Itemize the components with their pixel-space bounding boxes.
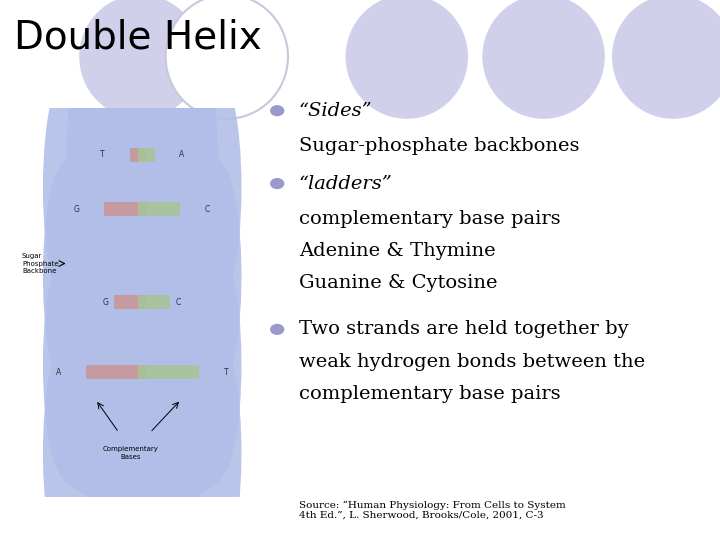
Polygon shape xyxy=(43,289,174,540)
Polygon shape xyxy=(138,366,199,380)
Text: Sugar
Phosphate
Backbone: Sugar Phosphate Backbone xyxy=(22,253,58,274)
Text: “Sides”: “Sides” xyxy=(299,102,372,120)
Text: C: C xyxy=(176,298,181,307)
Circle shape xyxy=(271,106,284,116)
Ellipse shape xyxy=(166,0,288,119)
Text: Adenine & Thymine: Adenine & Thymine xyxy=(299,242,495,260)
Text: A: A xyxy=(56,368,61,377)
Polygon shape xyxy=(90,192,241,508)
Text: Two strands are held together by: Two strands are held together by xyxy=(299,320,629,339)
Circle shape xyxy=(271,325,284,334)
Polygon shape xyxy=(138,202,180,216)
Polygon shape xyxy=(43,192,194,508)
Text: G: G xyxy=(103,298,109,307)
Text: complementary base pairs: complementary base pairs xyxy=(299,210,560,228)
Text: T: T xyxy=(100,150,105,159)
Polygon shape xyxy=(111,289,241,540)
Text: Guanine & Cytosine: Guanine & Cytosine xyxy=(299,274,498,293)
Polygon shape xyxy=(104,202,146,216)
Polygon shape xyxy=(73,95,241,410)
Text: complementary base pairs: complementary base pairs xyxy=(299,385,560,403)
Polygon shape xyxy=(138,147,155,161)
Text: Complementary
Bases: Complementary Bases xyxy=(103,446,158,460)
Circle shape xyxy=(271,179,284,188)
Polygon shape xyxy=(43,95,212,410)
Text: “ladders”: “ladders” xyxy=(299,174,392,193)
Text: G: G xyxy=(74,205,80,214)
Polygon shape xyxy=(86,366,146,380)
Text: T: T xyxy=(224,368,228,377)
Polygon shape xyxy=(63,2,241,313)
Ellipse shape xyxy=(482,0,605,119)
Ellipse shape xyxy=(612,0,720,119)
Ellipse shape xyxy=(346,0,468,119)
Text: Sugar-phosphate backbones: Sugar-phosphate backbones xyxy=(299,137,580,155)
Text: C: C xyxy=(204,205,210,214)
Text: Source: “Human Physiology: From Cells to System
4th Ed.”, L. Sherwood, Brooks/Co: Source: “Human Physiology: From Cells to… xyxy=(299,501,565,520)
Polygon shape xyxy=(138,295,170,309)
Polygon shape xyxy=(114,295,146,309)
Text: weak hydrogen bonds between the: weak hydrogen bonds between the xyxy=(299,353,645,371)
Text: A: A xyxy=(179,150,184,159)
Text: Double Helix: Double Helix xyxy=(14,19,262,57)
Ellipse shape xyxy=(79,0,202,119)
Polygon shape xyxy=(130,147,146,161)
Polygon shape xyxy=(43,2,221,313)
